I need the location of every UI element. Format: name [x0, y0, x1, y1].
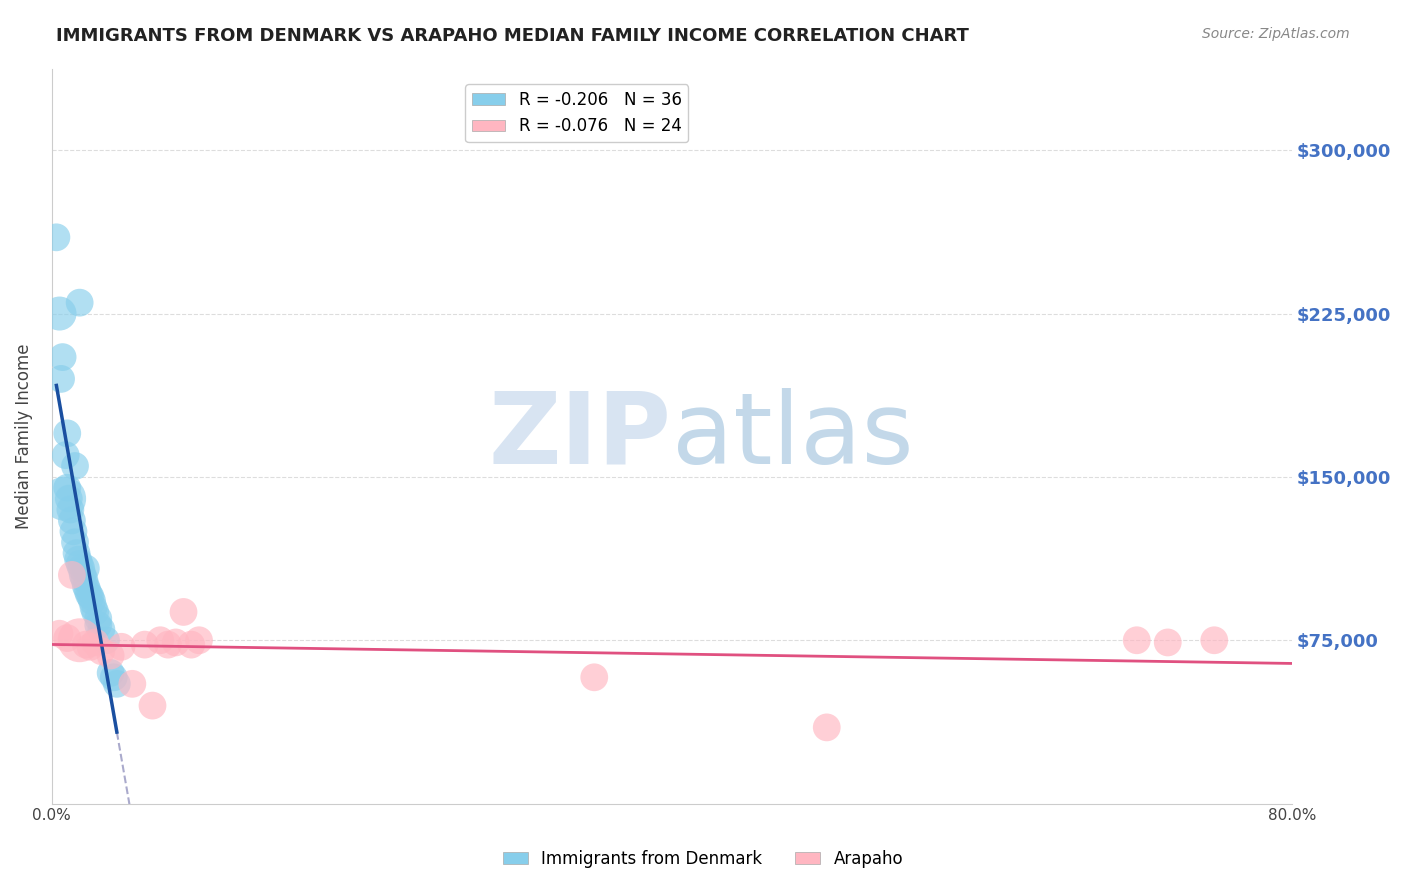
Point [100, 648, 122, 663]
Point [70, 561, 93, 575]
Point [56, 481, 79, 495]
Point [69, 295, 91, 310]
Point [80, 594, 103, 608]
Point [73, 572, 96, 586]
Point [75, 561, 97, 575]
Point [53, 491, 76, 506]
Point [69, 633, 91, 648]
Point [77, 588, 100, 602]
Point [105, 677, 128, 691]
Point [1204, 633, 1226, 648]
Point [90, 644, 112, 658]
Point [156, 638, 179, 652]
Legend: Immigrants from Denmark, Arapaho: Immigrants from Denmark, Arapaho [496, 844, 910, 875]
Point [69, 557, 91, 571]
Point [1126, 633, 1149, 648]
Point [173, 605, 195, 619]
Point [110, 640, 132, 654]
Point [63, 458, 86, 473]
Point [149, 633, 172, 648]
Point [84, 635, 107, 649]
Point [83, 600, 105, 615]
Point [52, 350, 75, 364]
Point [60, 568, 83, 582]
Point [60, 513, 83, 527]
Text: IMMIGRANTS FROM DENMARK VS ARAPAHO MEDIAN FAMILY INCOME CORRELATION CHART: IMMIGRANTS FROM DENMARK VS ARAPAHO MEDIA… [56, 27, 969, 45]
Point [100, 665, 122, 680]
Point [121, 677, 143, 691]
Point [141, 698, 163, 713]
Point [94, 633, 117, 648]
Point [75, 579, 97, 593]
Point [134, 638, 156, 652]
Point [45, 230, 67, 244]
Point [84, 605, 107, 619]
Point [65, 546, 87, 560]
Point [63, 535, 86, 549]
Point [815, 720, 838, 734]
Point [49, 372, 72, 386]
Point [188, 633, 211, 648]
Point [87, 618, 110, 632]
Point [48, 307, 70, 321]
Point [79, 590, 101, 604]
Point [62, 524, 84, 539]
Point [56, 426, 79, 441]
Point [55, 448, 77, 462]
Point [165, 635, 187, 649]
Point [180, 638, 202, 652]
Point [59, 502, 82, 516]
Point [103, 670, 125, 684]
Legend: R = -0.206   N = 36, R = -0.076   N = 24: R = -0.206 N = 36, R = -0.076 N = 24 [465, 84, 688, 142]
Text: ZIP: ZIP [489, 387, 672, 484]
Y-axis label: Median Family Income: Median Family Income [15, 343, 32, 529]
Text: atlas: atlas [672, 387, 914, 484]
Point [72, 568, 94, 582]
Point [48, 626, 70, 640]
Point [90, 623, 112, 637]
Text: Source: ZipAtlas.com: Source: ZipAtlas.com [1202, 27, 1350, 41]
Point [67, 552, 90, 566]
Point [87, 611, 110, 625]
Point [58, 491, 80, 506]
Point [75, 638, 97, 652]
Point [56, 631, 79, 645]
Point [1157, 635, 1180, 649]
Point [583, 670, 606, 684]
Point [76, 583, 98, 598]
Point [79, 640, 101, 654]
